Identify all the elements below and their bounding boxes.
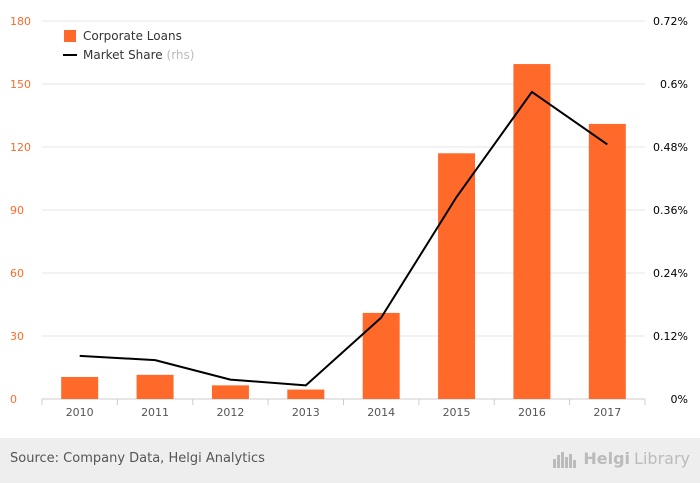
- y-left-tick-label: 30: [10, 330, 24, 343]
- legend-label-market-share: Market Share (rhs): [83, 48, 194, 62]
- x-tick-label: 2010: [66, 406, 94, 419]
- footer: [0, 438, 700, 483]
- y-right-tick-label: 0.6%: [660, 78, 688, 91]
- y-right-tick-label: 0.36%: [653, 204, 688, 217]
- bar: [438, 153, 476, 399]
- y-right-tick-label: 0%: [671, 393, 688, 406]
- y-axis-right: 0% 0.12% 0.24% 0.36% 0.48% 0.6% 0.72%: [653, 15, 688, 406]
- x-axis: 2010 2011 2012 2013 2014 2015 2016 2017: [41, 398, 646, 419]
- bar: [513, 64, 551, 400]
- y-right-tick-label: 0.48%: [653, 141, 688, 154]
- x-tick-label: 2016: [518, 406, 546, 419]
- x-tick-label: 2014: [367, 406, 395, 419]
- y-left-tick-label: 120: [10, 141, 31, 154]
- legend-label-corporate-loans: Corporate Loans: [83, 29, 182, 43]
- y-right-tick-label: 0.24%: [653, 267, 688, 280]
- x-tick-label: 2017: [593, 406, 621, 419]
- bar: [588, 123, 626, 400]
- bar: [362, 312, 400, 399]
- y-right-tick-label: 0.72%: [653, 15, 688, 28]
- y-left-tick-label: 60: [10, 267, 24, 280]
- market-share-line: [79, 90, 608, 387]
- x-tick-label: 2015: [443, 406, 471, 419]
- legend-rhs-note: (rhs): [167, 48, 195, 62]
- x-tick-label: 2013: [292, 406, 320, 419]
- bar: [211, 385, 249, 399]
- city-skyline-icon: [553, 451, 577, 468]
- y-left-tick-label: 180: [10, 15, 31, 28]
- x-tick-label: 2012: [216, 406, 244, 419]
- brand-logo: Helgi Library: [553, 449, 690, 468]
- legend-swatch-corporate-loans: [64, 30, 76, 42]
- y-left-tick-label: 150: [10, 78, 31, 91]
- x-tick-label: 2011: [141, 406, 169, 419]
- brand-name-part2: Library: [634, 449, 690, 468]
- y-axis-left: 0 30 60 90 120 150 180: [10, 15, 31, 406]
- y-right-tick-label: 0.12%: [653, 330, 688, 343]
- source-note: Source: Company Data, Helgi Analytics: [10, 451, 265, 466]
- bar: [136, 374, 174, 399]
- legend: Corporate Loans Market Share (rhs): [63, 29, 194, 62]
- line-series: [79, 90, 608, 387]
- gridlines: [42, 20, 645, 337]
- bar: [287, 389, 325, 399]
- brand-name-part1: Helgi: [583, 449, 631, 468]
- y-left-tick-label: 0: [10, 393, 17, 406]
- y-left-tick-label: 90: [10, 204, 24, 217]
- bar: [61, 376, 99, 399]
- bar-series: [61, 64, 626, 400]
